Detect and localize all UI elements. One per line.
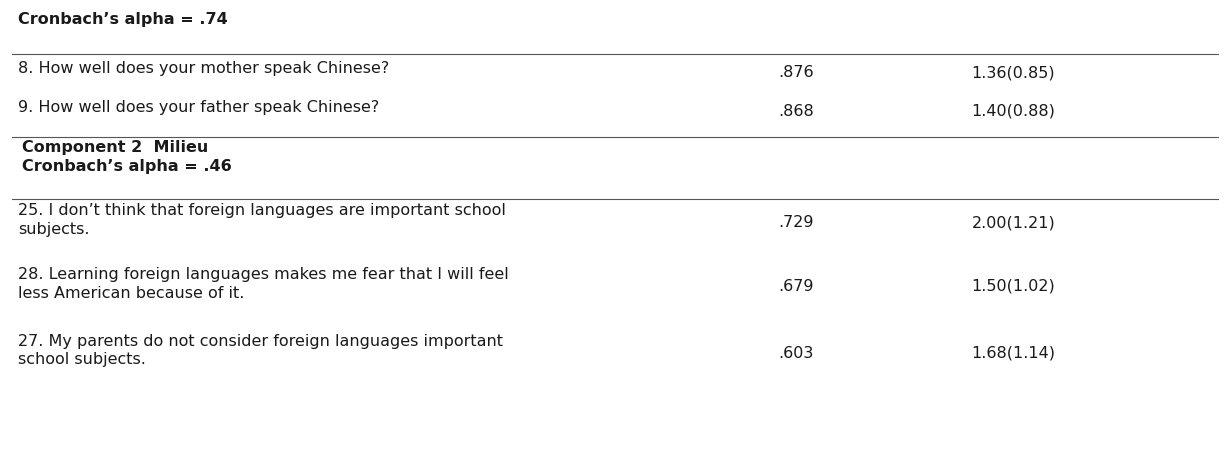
Text: .868: .868 bbox=[778, 104, 814, 118]
Text: .679: .679 bbox=[778, 279, 814, 294]
Text: Cronbach’s alpha = .46: Cronbach’s alpha = .46 bbox=[22, 159, 231, 174]
Text: subjects.: subjects. bbox=[18, 222, 90, 237]
Text: .876: .876 bbox=[778, 65, 814, 80]
Text: 1.36(0.85): 1.36(0.85) bbox=[971, 65, 1055, 80]
Text: .729: .729 bbox=[778, 215, 814, 230]
Text: .603: .603 bbox=[778, 345, 814, 360]
Text: 28. Learning foreign languages makes me fear that I will feel: 28. Learning foreign languages makes me … bbox=[18, 267, 510, 282]
Text: less American because of it.: less American because of it. bbox=[18, 286, 245, 301]
Text: school subjects.: school subjects. bbox=[18, 352, 146, 367]
Text: 2.00(1.21): 2.00(1.21) bbox=[971, 215, 1055, 230]
Text: 1.50(1.02): 1.50(1.02) bbox=[971, 279, 1055, 294]
Text: Component 2  Milieu: Component 2 Milieu bbox=[22, 140, 208, 155]
Text: 27. My parents do not consider foreign languages important: 27. My parents do not consider foreign l… bbox=[18, 334, 503, 349]
Text: 1.40(0.88): 1.40(0.88) bbox=[971, 104, 1055, 118]
Text: Cronbach’s alpha = .74: Cronbach’s alpha = .74 bbox=[18, 12, 228, 27]
Text: 9. How well does your father speak Chinese?: 9. How well does your father speak Chine… bbox=[18, 99, 379, 114]
Text: 1.68(1.14): 1.68(1.14) bbox=[971, 345, 1055, 360]
Text: 8. How well does your mother speak Chinese?: 8. How well does your mother speak Chine… bbox=[18, 61, 389, 76]
Text: 25. I don’t think that foreign languages are important school: 25. I don’t think that foreign languages… bbox=[18, 203, 506, 218]
